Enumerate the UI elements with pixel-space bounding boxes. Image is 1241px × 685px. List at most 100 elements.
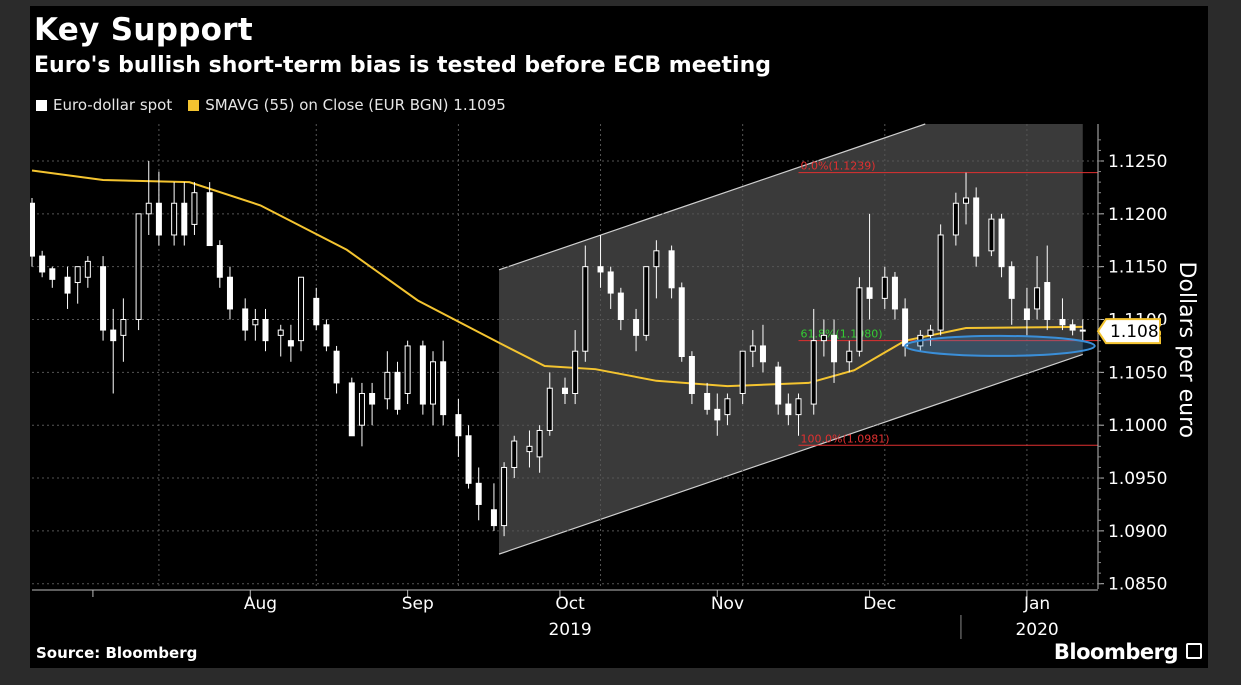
candle-body: [430, 361, 437, 405]
candle-body: [191, 192, 198, 225]
candle-body: [856, 287, 863, 352]
x-tick-label: Dec: [863, 594, 896, 614]
candle-body: [74, 266, 81, 284]
y-tick-label: 1.0900: [1108, 522, 1167, 542]
candle-body: [348, 382, 355, 437]
candle-body: [262, 319, 269, 342]
page-title: Key Support: [34, 12, 253, 48]
candle-body: [1023, 308, 1030, 321]
candle-body: [1059, 319, 1066, 326]
y-tick-label: 1.1050: [1108, 363, 1167, 383]
channel-upper-line: [498, 123, 926, 271]
legend-item-spot: Euro-dollar spot: [53, 96, 173, 114]
candle-body: [404, 345, 411, 394]
candle-body: [927, 329, 934, 336]
candle-body: [759, 345, 766, 363]
candle-body: [171, 202, 178, 236]
legend: Euro-dollar spot SMAVG (55) on Close (EU…: [36, 96, 506, 114]
candle-body: [465, 435, 472, 484]
candle-body: [526, 445, 533, 453]
candle-body: [1069, 324, 1076, 331]
candle-body: [226, 276, 233, 310]
candle-body: [633, 319, 640, 336]
candle-body: [206, 192, 213, 247]
candle-body: [30, 202, 35, 257]
candle-body: [795, 398, 802, 416]
y-tick-label: 1.1000: [1108, 416, 1167, 436]
plot-top-clip: [30, 6, 1098, 124]
chart-frame: 0.0%(1.1239) 61.8%(1.1080) 100.0%(1.0981) 1…: [30, 6, 1208, 668]
candle-body: [617, 292, 624, 321]
candle-body: [135, 213, 142, 321]
candle-body: [369, 392, 376, 405]
y-tick-label: 1.1150: [1108, 258, 1167, 278]
last-price-label: 1.1089: [1110, 322, 1169, 342]
candle-body: [678, 287, 685, 358]
candle-body: [511, 440, 518, 468]
y-tick-label: 1.0850: [1108, 575, 1167, 595]
page-subtitle: Euro's bullish short-term bias is tested…: [34, 53, 772, 78]
candle-body: [668, 250, 675, 289]
candle-body: [455, 414, 462, 437]
y-tick-label: 1.1200: [1108, 205, 1167, 225]
x-tick-label: Aug: [244, 594, 277, 614]
candle-body: [704, 392, 711, 410]
channel-lower-line: [498, 353, 1083, 555]
candle-body: [739, 350, 746, 394]
candle-body: [775, 366, 782, 405]
sma-legend-swatch: [188, 99, 200, 111]
candle-body: [84, 260, 91, 278]
candle-body: [100, 266, 107, 331]
candle-body: [973, 197, 980, 257]
candle-body: [998, 218, 1005, 268]
candle-body: [810, 340, 817, 405]
bloomberg-terminal-icon: [1186, 643, 1202, 659]
candle-body: [333, 350, 340, 384]
candle-body: [419, 345, 426, 405]
candle-body: [597, 266, 604, 273]
last-price-marker: [1096, 318, 1161, 345]
candle-body: [749, 345, 756, 352]
candle-body: [252, 319, 259, 326]
candle-body: [546, 387, 553, 431]
candle-body: [1079, 329, 1086, 332]
candle-body: [536, 429, 543, 458]
candle-body: [562, 387, 568, 394]
candle-body: [643, 266, 650, 336]
candlestick-chart: 0.0%(1.1239) 61.8%(1.1080) 100.0%(1.0981) 1…: [30, 6, 1208, 640]
candle-body: [881, 276, 888, 299]
candle-body: [937, 234, 944, 331]
source-note: Source: Bloomberg: [36, 644, 198, 662]
candle-body: [358, 392, 365, 426]
x-tick-label: Sep: [402, 594, 434, 614]
candle-body: [866, 287, 873, 299]
fib-level-label: 100.0%(1.0981): [801, 432, 890, 445]
candle-body: [846, 350, 853, 363]
x-tick-label: Oct: [555, 594, 585, 614]
candle-body: [384, 371, 391, 400]
candle-body: [39, 255, 46, 273]
candle-body: [902, 308, 909, 347]
candle-body: [714, 408, 721, 421]
candle-body: [1008, 266, 1015, 299]
candle-body: [181, 202, 188, 236]
brand-logo-text: Bloomberg: [1053, 640, 1179, 664]
candle-body: [64, 276, 71, 294]
candle-body: [323, 324, 330, 347]
fib-level-label: 0.0%(1.1239): [801, 160, 876, 173]
sma55-line: [31, 169, 1083, 388]
candle-body: [440, 361, 447, 416]
candle-body: [988, 218, 995, 252]
candle-body: [110, 329, 117, 342]
candle-body: [688, 356, 695, 394]
candle-body: [287, 340, 294, 347]
candle-body: [820, 334, 827, 342]
fib-level-label: 61.8%(1.1080): [801, 328, 883, 341]
candle-body: [394, 371, 401, 410]
candle-body: [277, 329, 284, 336]
candle-body: [607, 271, 614, 294]
y-tick-label: 1.1250: [1108, 152, 1167, 172]
y-tick-label: 1.0950: [1108, 469, 1167, 489]
support-ellipse: [904, 334, 1096, 357]
x-year-label: 2020: [1015, 620, 1058, 640]
